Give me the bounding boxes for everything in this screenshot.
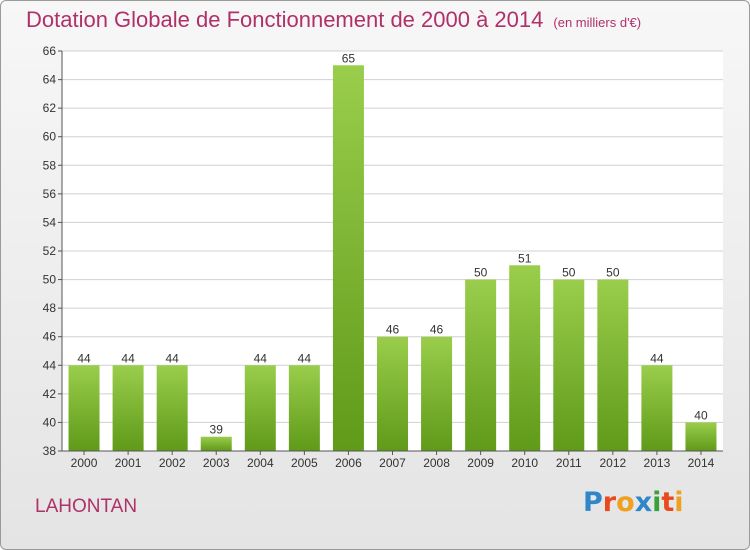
x-tick-label: 2013 bbox=[644, 456, 671, 470]
data-label: 44 bbox=[298, 351, 312, 365]
data-label: 46 bbox=[386, 323, 400, 337]
bar bbox=[509, 265, 541, 451]
x-tick-label: 2006 bbox=[335, 456, 362, 470]
x-tick-label: 2011 bbox=[556, 456, 582, 470]
x-tick-label: 2012 bbox=[599, 456, 626, 470]
data-label: 50 bbox=[474, 266, 488, 280]
y-tick-label: 50 bbox=[43, 273, 57, 287]
chart-title-text: Dotation Globale de Fonctionnement de 20… bbox=[26, 7, 544, 32]
x-tick-label: 2000 bbox=[71, 456, 98, 470]
logo-letter: o bbox=[616, 487, 635, 518]
bar bbox=[641, 365, 673, 451]
data-label: 44 bbox=[77, 351, 91, 365]
bar bbox=[685, 422, 717, 451]
y-tick-labels: 38 40 42 44 46 48 50 52 54 56 58 60 62 64 66 bbox=[43, 44, 57, 458]
x-tick-labels: 2000 2001 2002 2003 2004 2005 2006 2007 2008 2009… bbox=[71, 456, 715, 470]
x-tick-label: 2010 bbox=[511, 456, 538, 470]
bar bbox=[597, 279, 629, 451]
chart-title: Dotation Globale de Fonctionnement de 20… bbox=[26, 7, 641, 33]
x-tick-label: 2003 bbox=[203, 456, 230, 470]
data-label: 44 bbox=[121, 351, 135, 365]
chart-subtitle: (en milliers d'€) bbox=[553, 15, 642, 30]
axes bbox=[58, 50, 723, 455]
logo-letter: P bbox=[583, 487, 603, 518]
x-tick-label: 2002 bbox=[159, 456, 186, 470]
logo-letter: i bbox=[652, 487, 662, 518]
proxiti-logo[interactable]: Proxiti bbox=[583, 487, 684, 518]
y-tick-label: 52 bbox=[43, 244, 57, 258]
data-label: 44 bbox=[165, 351, 179, 365]
bar bbox=[465, 279, 497, 451]
logo-letter: x bbox=[634, 487, 653, 518]
y-tick-label: 38 bbox=[43, 444, 57, 458]
bar bbox=[332, 65, 364, 452]
bar bbox=[421, 336, 453, 451]
data-label: 44 bbox=[650, 351, 664, 365]
data-label: 39 bbox=[210, 423, 224, 437]
y-tick-label: 62 bbox=[43, 101, 57, 115]
y-tick-label: 60 bbox=[43, 130, 57, 144]
y-tick-label: 42 bbox=[43, 387, 57, 401]
bar bbox=[156, 365, 188, 451]
x-tick-label: 2005 bbox=[291, 456, 318, 470]
y-tick-label: 66 bbox=[43, 44, 57, 58]
data-label: 50 bbox=[606, 266, 620, 280]
y-tick-label: 40 bbox=[43, 415, 57, 429]
data-labels: 44 44 44 39 44 44 65 46 46 50 51 50 50 44 40 bbox=[77, 51, 708, 436]
x-tick-label: 2014 bbox=[688, 456, 715, 470]
bar bbox=[553, 279, 585, 451]
y-tick-label: 56 bbox=[43, 187, 57, 201]
bar bbox=[200, 436, 232, 451]
bar bbox=[112, 365, 144, 451]
data-label: 50 bbox=[562, 266, 576, 280]
y-tick-label: 44 bbox=[43, 358, 57, 372]
x-tick-label: 2008 bbox=[423, 456, 450, 470]
y-tick-label: 48 bbox=[43, 301, 57, 315]
logo-letter: r bbox=[602, 487, 617, 518]
y-tick-label: 64 bbox=[43, 73, 57, 87]
x-tick-label: 2009 bbox=[467, 456, 494, 470]
bar bbox=[288, 365, 320, 451]
y-tick-label: 46 bbox=[43, 330, 57, 344]
data-label: 51 bbox=[518, 251, 532, 265]
bar bbox=[244, 365, 276, 451]
bar bbox=[68, 365, 100, 451]
x-tick-label: 2001 bbox=[115, 456, 142, 470]
x-tick-label: 2004 bbox=[247, 456, 274, 470]
y-tick-label: 58 bbox=[43, 158, 57, 172]
logo-letter: t bbox=[661, 487, 675, 518]
data-label: 44 bbox=[254, 351, 268, 365]
data-label: 65 bbox=[342, 51, 356, 65]
bar bbox=[377, 336, 408, 451]
y-tick-label: 54 bbox=[43, 215, 57, 229]
commune-name: LAHONTAN bbox=[35, 496, 138, 517]
data-label: 46 bbox=[430, 323, 444, 337]
bars bbox=[68, 65, 717, 452]
logo-letter: i bbox=[674, 487, 684, 518]
data-label: 40 bbox=[694, 408, 708, 422]
x-tick-label: 2007 bbox=[379, 456, 406, 470]
